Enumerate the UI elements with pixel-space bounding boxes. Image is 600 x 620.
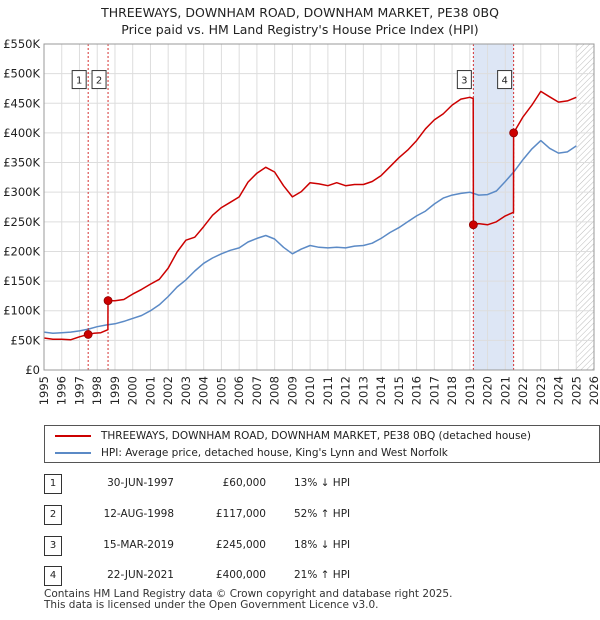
x-tick-label: 2006 [232,376,246,405]
y-tick-label: £200K [3,244,40,258]
sale-date: 22-JUN-2021 [107,569,174,581]
sale-point [509,128,519,138]
x-tick-label: 1998 [90,376,104,405]
forecast-hatch [576,44,594,370]
y-tick-label: £550K [3,37,40,51]
x-tick-label: 2012 [339,376,353,405]
legend-property-swatch [55,435,91,437]
sale-hpi-change: 13% ↓ HPI [294,477,351,489]
footer: Contains HM Land Registry data © Crown c… [44,589,452,611]
x-tick-label: 2026 [587,376,600,405]
x-tick-label: 2016 [410,376,424,405]
legend: THREEWAYS, DOWNHAM ROAD, DOWNHAM MARKET,… [44,425,600,463]
sale-hpi-change: 18% ↓ HPI [294,539,351,551]
sale-hpi-change: 21% ↑ HPI [294,569,351,581]
sale-point [468,220,478,230]
x-tick-label: 2023 [534,376,548,405]
sale-point [83,330,93,339]
x-tick-label: 2024 [552,376,566,405]
footer-licence: This data is licensed under the Open Gov… [44,599,379,611]
sale-price: £117,000 [215,508,266,520]
x-tick-label: 2002 [161,376,175,405]
x-tick-label: 2021 [498,376,512,405]
plot-border [43,43,595,371]
sale-row: 1 30-JUN-1997 £60,000 13% ↓ HPI [44,474,584,494]
sale-label-box [91,70,107,90]
x-tick-label: 2001 [143,376,157,405]
sale-badge: 3 [44,536,62,556]
sale-badge: 4 [44,566,62,586]
y-tick-label: £450K [3,96,40,110]
x-tick-label: 2000 [126,376,140,405]
sale-label: 4 [501,76,507,87]
x-tick-label: 2017 [427,376,441,405]
x-tick-label: 2011 [321,376,335,405]
x-tick-label: 1997 [72,376,86,405]
y-tick-label: £500K [3,67,40,81]
hpi-line [43,139,577,335]
chart-title: THREEWAYS, DOWNHAM ROAD, DOWNHAM MARKET,… [0,4,600,38]
x-tick-label: 2018 [445,376,459,405]
price-chart: 1 2 3 4 £0 £50K £100K £150K £200K £250K £300K £350… [3,37,600,405]
x-tick-label: 2015 [392,376,406,405]
shaded-period [473,44,514,370]
sale-point [103,296,113,306]
sale-date: 12-AUG-1998 [103,508,174,520]
sale-label: 3 [461,76,467,87]
x-tick-label: 2019 [463,376,477,405]
x-tick-label: 2020 [481,376,495,405]
footer-copyright: Contains HM Land Registry data © Crown c… [44,588,453,600]
x-tick-label: 2005 [214,376,228,405]
sale-price: £60,000 [222,477,266,489]
title-address: THREEWAYS, DOWNHAM ROAD, DOWNHAM MARKET,… [101,5,499,20]
sale-label-box [71,70,87,90]
sale-label-box [497,70,513,90]
y-tick-label: £400K [3,126,40,140]
sale-label: 1 [76,76,82,87]
y-tick-label: £300K [3,185,40,199]
sale-badge: 1 [44,474,62,494]
sale-price: £245,000 [215,539,266,551]
y-tick-label: £350K [3,156,40,170]
sale-price: £400,000 [215,569,266,581]
title-subtitle: Price paid vs. HM Land Registry's House … [121,22,479,37]
x-tick-label: 2022 [516,376,530,405]
x-tick-label: 1995 [37,376,51,405]
sale-date: 15-MAR-2019 [103,539,174,551]
x-tick-label: 2007 [250,376,264,405]
x-tick-label: 2008 [268,376,282,405]
y-tick-label: £250K [3,215,40,229]
x-tick-label: 2010 [303,376,317,405]
y-tick-label: £150K [3,274,40,288]
sale-row: 3 15-MAR-2019 £245,000 18% ↓ HPI [44,536,584,556]
sale-label: 2 [96,76,102,87]
x-tick-label: 1999 [108,376,122,405]
sale-badge: 2 [44,505,62,525]
sale-row: 2 12-AUG-1998 £117,000 52% ↑ HPI [44,505,584,525]
sale-label-box [456,70,472,90]
legend-hpi-swatch [55,452,91,454]
y-tick-label: £0 [25,363,40,377]
x-tick-label: 2004 [197,376,211,405]
y-tick-label: £100K [3,304,40,318]
x-tick-label: 2013 [356,376,370,405]
legend-hpi-label: HPI: Average price, detached house, King… [101,447,448,459]
property-price-line [43,90,577,341]
x-tick-label: 2025 [569,376,583,405]
x-tick-label: 2009 [285,376,299,405]
x-tick-label: 2014 [374,376,388,405]
sale-date: 30-JUN-1997 [107,477,174,489]
sale-row: 4 22-JUN-2021 £400,000 21% ↑ HPI [44,566,584,586]
sale-hpi-change: 52% ↑ HPI [294,508,351,520]
legend-property-label: THREEWAYS, DOWNHAM ROAD, DOWNHAM MARKET,… [101,430,531,442]
x-tick-label: 1996 [55,376,69,405]
x-tick-label: 2003 [179,376,193,405]
y-tick-label: £50K [11,333,41,347]
